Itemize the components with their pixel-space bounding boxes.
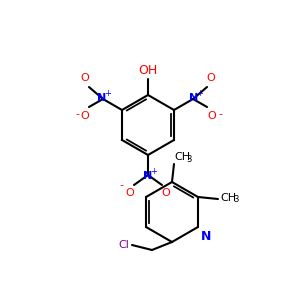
Text: CH: CH	[174, 152, 190, 162]
Text: N: N	[189, 93, 199, 103]
Text: Cl: Cl	[118, 240, 129, 250]
Text: -: -	[75, 109, 79, 119]
Text: CH: CH	[220, 193, 236, 203]
Text: O: O	[207, 73, 215, 83]
Text: +: +	[104, 89, 111, 98]
Text: N: N	[201, 230, 211, 243]
Text: O: O	[162, 188, 170, 198]
Text: N: N	[143, 171, 153, 181]
Text: +: +	[151, 167, 158, 176]
Text: OH: OH	[138, 64, 158, 77]
Text: 3: 3	[233, 196, 238, 205]
Text: O: O	[81, 111, 89, 121]
Text: 3: 3	[186, 155, 191, 164]
Text: -: -	[218, 109, 222, 119]
Text: O: O	[126, 188, 134, 198]
Text: +: +	[196, 89, 203, 98]
Text: O: O	[208, 111, 216, 121]
Text: -: -	[119, 180, 123, 190]
Text: O: O	[81, 73, 89, 83]
Text: N: N	[97, 93, 106, 103]
